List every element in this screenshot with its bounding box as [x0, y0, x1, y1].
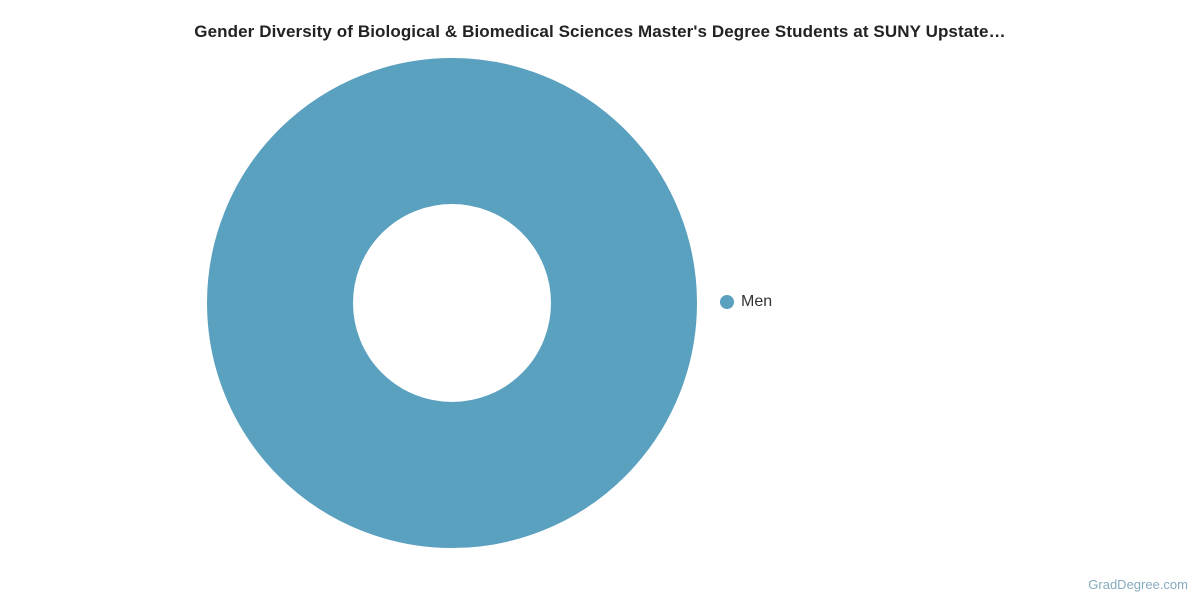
donut-slice-men[interactable]: [207, 58, 697, 548]
legend: Men: [720, 293, 772, 311]
legend-item-men[interactable]: Men: [720, 293, 772, 311]
donut-svg: [207, 58, 697, 548]
donut-chart: [207, 58, 697, 548]
watermark-text: GradDegree.com: [1088, 577, 1188, 592]
chart-title: Gender Diversity of Biological & Biomedi…: [194, 22, 1006, 41]
legend-label: Men: [741, 293, 773, 310]
legend-marker-icon: [720, 295, 734, 309]
